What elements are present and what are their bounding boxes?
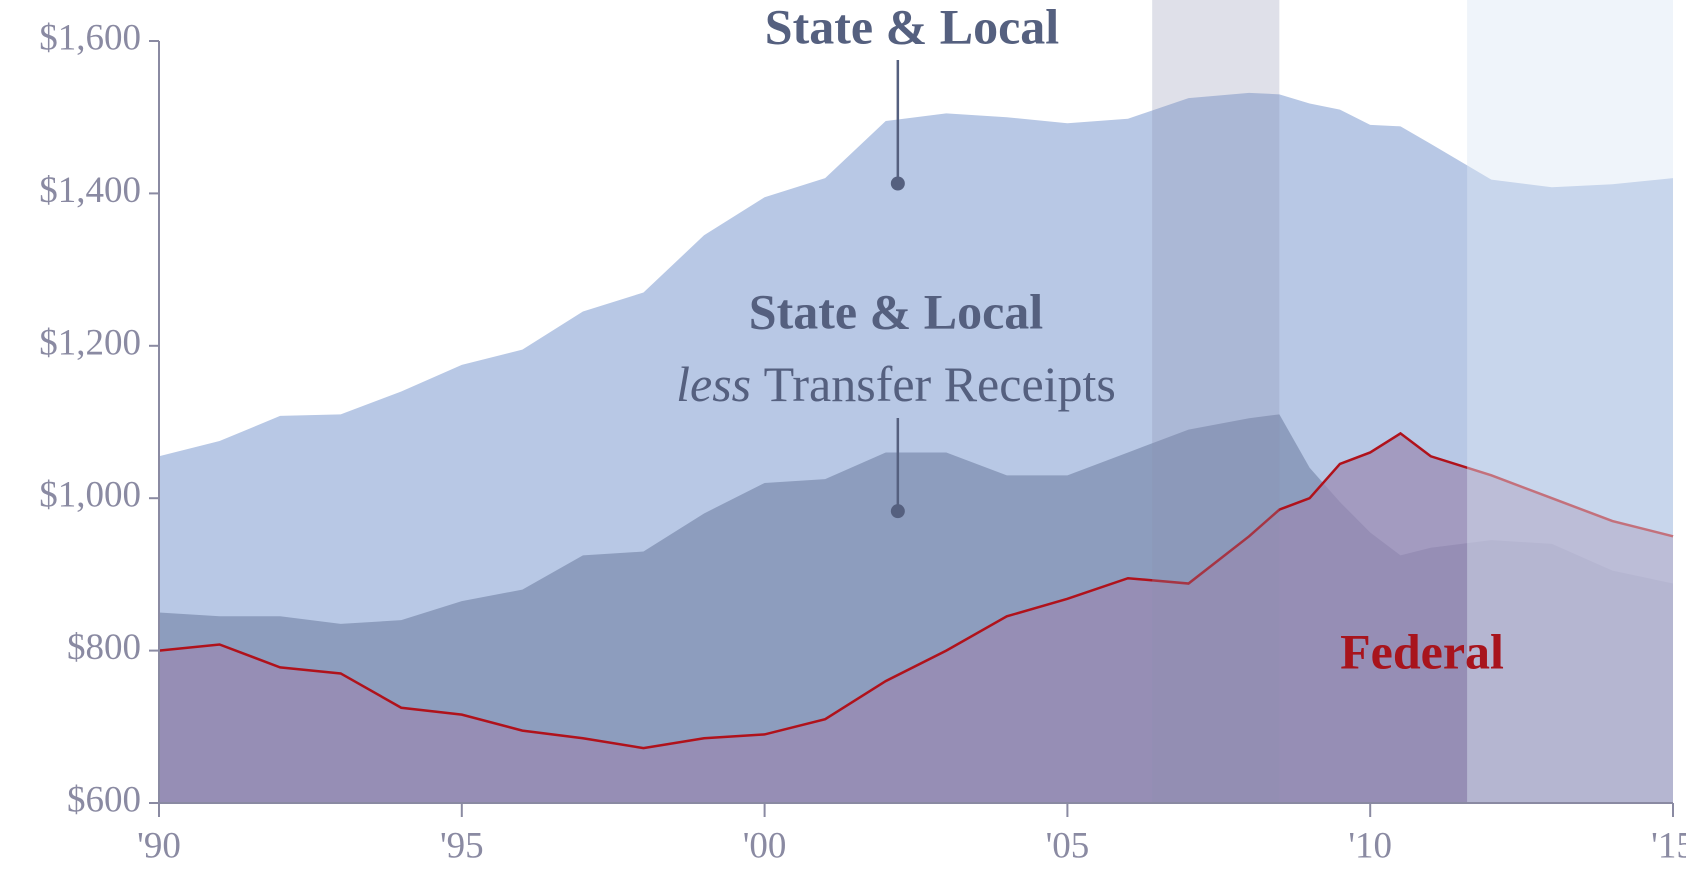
x-tick-label: '95 <box>440 825 484 866</box>
shaded-period <box>1152 0 1280 803</box>
x-tick-label: '15 <box>1651 825 1686 866</box>
shaded-period <box>1467 0 1673 803</box>
y-tick-label: $1,600 <box>39 17 141 58</box>
y-tick-label: $800 <box>67 627 141 668</box>
annotation: State & Local <box>749 283 1043 339</box>
annotation-italic: less <box>676 356 751 412</box>
leader-dot <box>890 504 905 519</box>
x-tick-label: '90 <box>137 825 181 866</box>
y-tick-label: $1,000 <box>39 475 141 516</box>
y-tick-label: $1,400 <box>39 170 141 211</box>
y-tick-label: $1,200 <box>39 322 141 363</box>
line <box>158 431 1674 750</box>
annotation: Federal <box>1340 623 1504 679</box>
annotation: less Transfer Receipts <box>676 356 1116 412</box>
annotation: State & Local <box>765 0 1059 54</box>
area <box>159 433 1673 803</box>
annotation-sub: Transfer Receipts <box>764 356 1116 412</box>
leader-dot <box>890 176 905 191</box>
x-tick-label: '10 <box>1348 825 1392 866</box>
y-tick-label: $600 <box>67 779 141 820</box>
x-tick-label: '00 <box>743 825 787 866</box>
x-tick-label: '05 <box>1046 825 1090 866</box>
